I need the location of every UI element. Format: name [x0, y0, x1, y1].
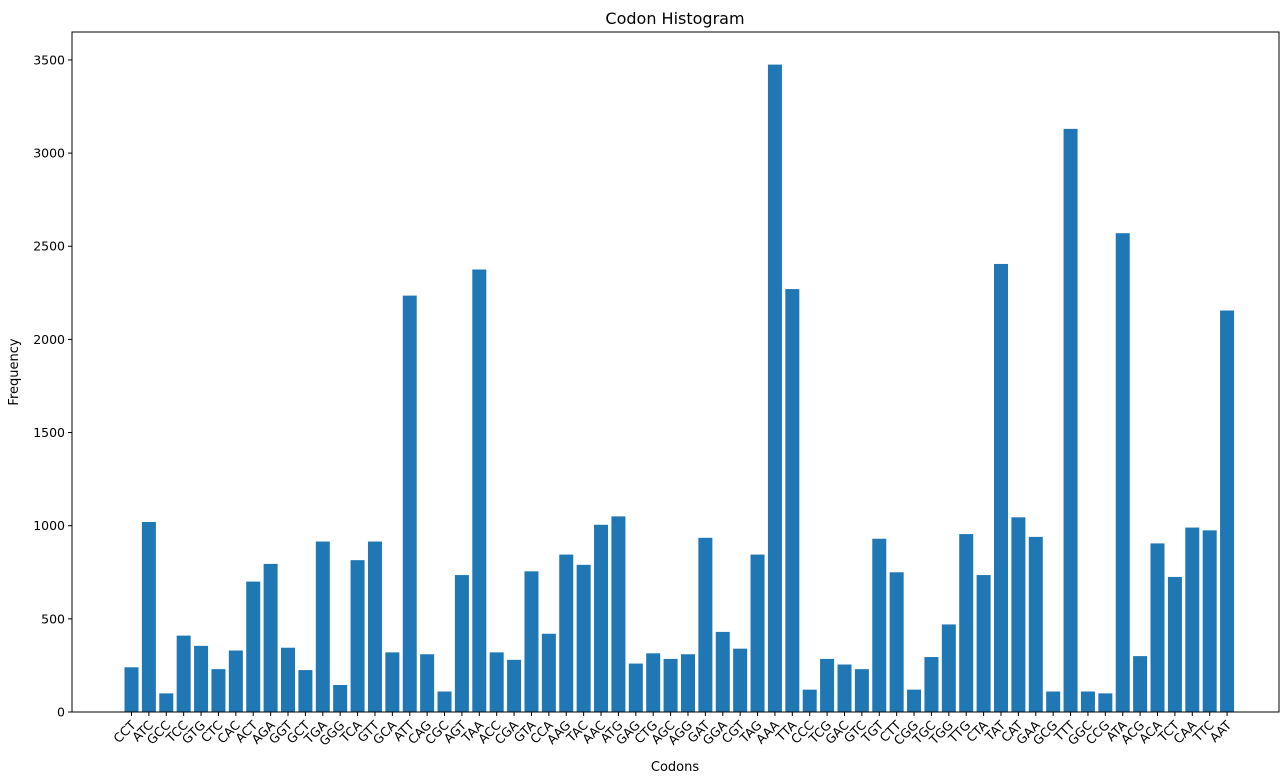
bar-tca: [350, 560, 365, 712]
bar-ctc: [211, 669, 226, 712]
y-tick-label-3500: 3500: [33, 52, 65, 67]
bar-ata: [1115, 233, 1130, 712]
bar-cgc: [437, 691, 452, 712]
bar-gac: [837, 664, 852, 712]
bar-cca: [541, 633, 556, 712]
bar-cac: [228, 650, 243, 712]
bar-caa: [1185, 527, 1200, 712]
chart-title: Codon Histogram: [605, 9, 744, 28]
y-tick-label-3000: 3000: [33, 146, 65, 161]
bar-taa: [472, 269, 487, 712]
bar-aag: [559, 554, 574, 712]
y-tick-label-2000: 2000: [33, 332, 65, 347]
bar-gtt: [367, 541, 382, 712]
bar-tac: [576, 564, 591, 712]
bar-acg: [1133, 656, 1148, 712]
bar-aat: [1220, 310, 1235, 712]
bar-aaa: [767, 64, 782, 713]
bar-act: [246, 581, 261, 712]
bar-gcg: [1046, 691, 1061, 712]
plot-frame: [71, 31, 1280, 713]
bar-gtg: [194, 645, 209, 712]
bar-tat: [994, 263, 1008, 712]
bar-tct: [1167, 576, 1182, 712]
bar-tga: [315, 541, 330, 712]
bar-aca: [1150, 543, 1165, 712]
bar-aac: [594, 524, 609, 712]
bar-gaa: [1028, 536, 1043, 712]
bar-gag: [628, 663, 643, 712]
bar-ggt: [281, 647, 296, 712]
x-tick-label-aat: AAT: [1207, 717, 1235, 745]
bar-ttg: [959, 534, 974, 712]
bar-gga: [715, 631, 730, 712]
bar-tcg: [820, 658, 835, 712]
x-axis-label: Codons: [651, 760, 699, 775]
bar-acc: [489, 652, 504, 712]
bar-ttc: [1202, 530, 1217, 712]
bar-gcc: [159, 693, 174, 712]
bar-ggc: [1080, 691, 1095, 712]
y-axis-label: Frequency: [7, 338, 22, 405]
bar-tag: [750, 554, 765, 712]
bar-agc: [663, 658, 678, 712]
bar-agt: [454, 575, 469, 712]
bar-ggg: [333, 684, 348, 712]
bar-atc: [141, 521, 156, 712]
y-axis: 0 500 1000 1500 2000 2500 3000 3500: [33, 52, 72, 720]
bar-ccg: [1098, 693, 1113, 712]
y-tick-label-1000: 1000: [33, 518, 65, 533]
y-tick-label-0: 0: [57, 705, 65, 720]
bar-cgg: [907, 689, 922, 712]
bar-cga: [507, 659, 522, 712]
bar-tgg: [941, 624, 956, 712]
bar-cct: [124, 667, 139, 712]
x-axis: CCTATCGCCTCCGTGCTCCACACTAGAGGTGCTTGAGGGT…: [110, 712, 1234, 749]
bar-tta: [785, 289, 800, 712]
bar-gat: [698, 537, 713, 712]
bar-cat: [1011, 517, 1026, 712]
bar-cgt: [733, 648, 748, 712]
bar-tgc: [924, 657, 939, 712]
bar-gtc: [854, 669, 869, 712]
bar-cta: [976, 575, 991, 712]
bar-gca: [385, 652, 400, 712]
bar-gct: [298, 670, 313, 712]
bar-tcc: [176, 635, 191, 712]
bar-ccc: [802, 689, 817, 712]
y-tick-label-1500: 1500: [33, 425, 65, 440]
bar-aga: [263, 563, 278, 712]
bar-gta: [524, 571, 539, 712]
bars-group: [124, 64, 1235, 713]
bar-ctg: [646, 653, 661, 712]
bar-agg: [680, 654, 695, 712]
bar-cag: [420, 654, 435, 712]
bar-tgt: [872, 538, 887, 712]
y-tick-label-2500: 2500: [33, 239, 65, 254]
bar-att: [402, 295, 417, 712]
bar-ctt: [889, 572, 904, 712]
y-tick-label-500: 500: [41, 611, 65, 626]
bar-ttt: [1063, 128, 1078, 712]
bar-atg: [611, 516, 626, 712]
